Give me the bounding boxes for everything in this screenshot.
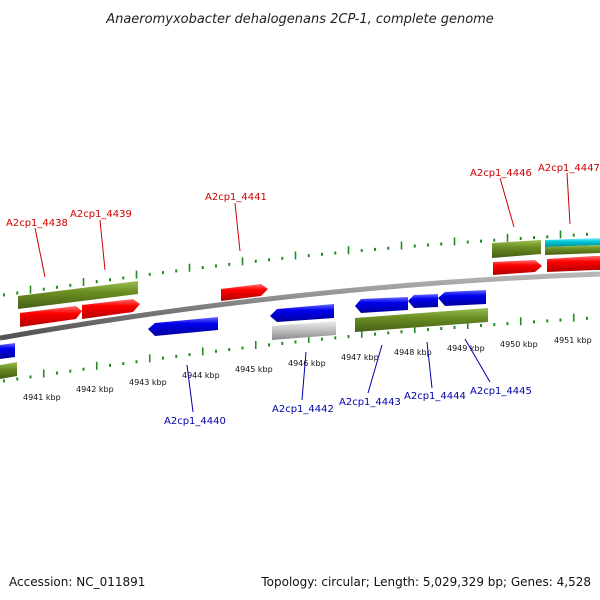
gene-label-4439[interactable]: A2cp1_4439 xyxy=(70,209,132,220)
gene-arrow-4447-olive[interactable] xyxy=(545,245,600,255)
gene-label-4438[interactable]: A2cp1_4438 xyxy=(6,218,68,229)
leader-line xyxy=(34,227,46,278)
gene-label-4442[interactable]: A2cp1_4442 xyxy=(272,404,334,415)
gene-label-4447[interactable]: A2cp1_4447 xyxy=(538,163,600,174)
tick-label: 4949 kbp xyxy=(447,344,485,353)
leader-line xyxy=(186,364,194,413)
tick-label: 4942 kbp xyxy=(76,385,114,394)
reverse-genes xyxy=(0,290,488,379)
leader-line xyxy=(301,351,307,401)
map-title: Anaeromyxobacter dehalogenans 2CP-1, com… xyxy=(105,12,494,27)
gene-label-4440[interactable]: A2cp1_4440 xyxy=(164,416,226,427)
tick-label: 4944 kbp xyxy=(182,371,220,380)
tick-label: 4947 kbp xyxy=(341,353,379,362)
gene-arrow-4447[interactable] xyxy=(547,256,600,272)
leader-line xyxy=(99,219,106,271)
gene-label-4446[interactable]: A2cp1_4446 xyxy=(470,168,532,179)
leader-line xyxy=(367,344,383,394)
leader-line xyxy=(499,177,515,228)
leader-line xyxy=(566,172,571,225)
gene-arrow-4446-olive[interactable] xyxy=(492,240,541,258)
gene-arrow-4438-4439-olive[interactable] xyxy=(18,281,138,309)
tick-label: 4943 kbp xyxy=(129,378,167,387)
gene-arrow-4441[interactable] xyxy=(221,284,268,301)
gene-arrow-4443-4445-olive[interactable] xyxy=(355,308,488,332)
gene-arrow-left-edge-olive[interactable] xyxy=(0,362,17,379)
gene-arrow-4442-gray[interactable] xyxy=(272,321,336,340)
genome-summary-text: Topology: circular; Length: 5,029,329 bp… xyxy=(260,575,591,589)
gene-label-4441[interactable]: A2cp1_4441 xyxy=(205,192,267,203)
kbp-labels: 4941 kbp 4942 kbp 4943 kbp 4944 kbp 4945… xyxy=(23,336,592,402)
tick-label: 4946 kbp xyxy=(288,359,326,368)
gene-label-4445[interactable]: A2cp1_4445 xyxy=(470,386,532,397)
gene-label-4443[interactable]: A2cp1_4443 xyxy=(339,397,401,408)
gene-arrow-4447-cyan[interactable] xyxy=(545,238,600,247)
gene-label-4444[interactable]: A2cp1_4444 xyxy=(404,391,466,402)
forward-genes xyxy=(18,238,600,327)
tick-label: 4948 kbp xyxy=(394,348,432,357)
reverse-gene-labels xyxy=(186,338,491,413)
gene-arrow-4442[interactable] xyxy=(270,304,334,322)
gene-arrow-4445[interactable] xyxy=(438,290,486,306)
gene-arrow-left-edge-blue[interactable] xyxy=(0,343,15,359)
leader-line xyxy=(234,202,241,252)
gene-arrow-4446[interactable] xyxy=(493,260,542,275)
accession-text: Accession: NC_011891 xyxy=(9,575,145,589)
tick-label: 4951 kbp xyxy=(554,336,592,345)
reverse-tick-row xyxy=(3,313,588,383)
genome-backbone xyxy=(0,271,600,341)
forward-gene-labels xyxy=(34,172,571,278)
gene-arrow-4440[interactable] xyxy=(148,317,218,336)
gene-arrow-4444[interactable] xyxy=(408,294,438,308)
leader-line xyxy=(464,338,491,383)
gene-arrow-4443[interactable] xyxy=(355,297,408,313)
gene-arrow-4438[interactable] xyxy=(20,306,82,327)
tick-label: 4945 kbp xyxy=(235,365,273,374)
tick-label: 4941 kbp xyxy=(23,393,61,402)
gene-arrow-4439[interactable] xyxy=(82,299,140,319)
forward-tick-row xyxy=(3,230,588,297)
leader-line xyxy=(426,341,433,389)
tick-label: 4950 kbp xyxy=(500,340,538,349)
